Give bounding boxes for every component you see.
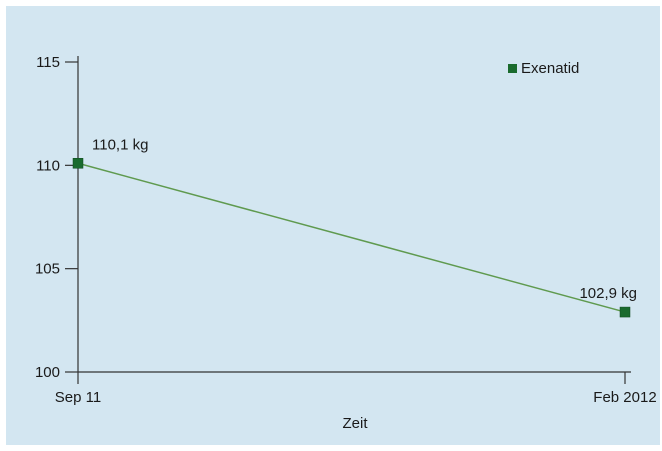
y-tick-label: 105 [35,261,60,278]
data-label: 110,1 kg [92,136,148,153]
y-tick-label: 115 [36,54,60,71]
x-tick-label: Sep 11 [55,389,101,406]
line-chart: 100 105 110 115 Sep 11 Feb 2012 110,1 kg 102,9… [35,54,657,432]
x-tick-label: Feb 2012 [593,389,656,406]
legend-marker-exenatid [508,64,517,73]
data-point [72,158,84,169]
legend: Exenatid [508,60,579,77]
data-labels: 110,1 kg 102,9 kg [92,136,637,302]
legend-label-exenatid: Exenatid [521,60,579,77]
y-tick-label: 110 [36,157,60,174]
chart-panel: 100 105 110 115 Sep 11 Feb 2012 110,1 kg 102,9… [6,6,660,445]
series-line-exenatid [77,162,626,313]
series-layer [72,158,631,318]
x-axis-title: Zeit [342,415,368,432]
data-point [619,306,631,318]
ticks: 100 105 110 115 Sep 11 Feb 2012 [35,54,657,406]
data-label: 102,9 kg [579,285,637,302]
y-tick-label: 100 [35,364,60,381]
axes [77,56,631,373]
